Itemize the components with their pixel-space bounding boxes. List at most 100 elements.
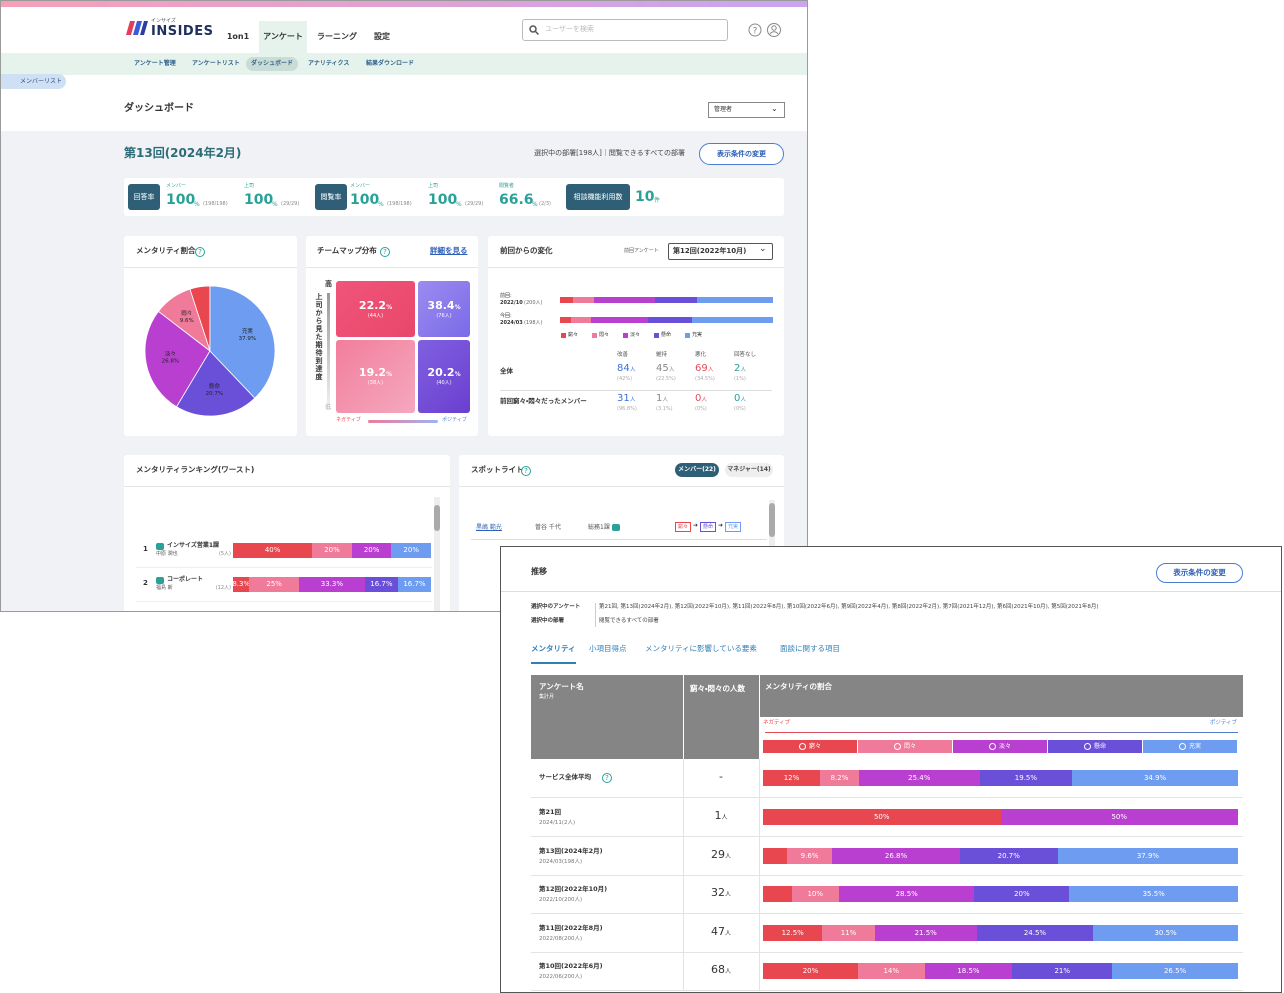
bar-segment: 20% <box>763 963 858 979</box>
subnav-item[interactable]: アンケートリスト <box>187 57 245 71</box>
trend-tab[interactable]: メンタリティに影響している要素 <box>645 644 757 653</box>
mentality-badge: 窮々 <box>675 522 691 532</box>
count-unit: 人 <box>724 853 731 860</box>
teammap-card: チームマップ分布? 詳細を見る高上司から見た期待到達度低 22.2% (44人) 38.… <box>306 236 478 436</box>
stat-unit: 件 <box>654 197 661 204</box>
help-icon[interactable]: ? <box>521 466 531 476</box>
subnav-item[interactable]: ダッシュボード <box>246 57 299 71</box>
mentality-badge: 懸命 <box>700 522 716 532</box>
pie-label: 充実 <box>242 327 254 335</box>
bar-label: 16.7% <box>403 580 426 588</box>
count-value: - <box>719 770 723 783</box>
legend-label: 淡々 <box>998 742 1011 750</box>
bar-segment <box>591 317 649 323</box>
col-line <box>683 675 684 759</box>
scope-text: 選択中の部署[198人]｜閲覧できるすべての部署 <box>534 149 685 157</box>
x-axis-bar <box>368 420 438 423</box>
spotlight-tab[interactable]: メンバー(22) <box>675 463 719 477</box>
bar-label: 25.4% <box>908 773 931 782</box>
bar-label: 14% <box>883 966 900 975</box>
help-icon[interactable]: ? <box>380 247 390 257</box>
cell-count: (40人) <box>436 380 452 386</box>
bar-segment: 50% <box>1000 809 1238 825</box>
help-icon[interactable]: ? <box>195 247 205 257</box>
teammap-cell: 38.4% (76人) <box>418 281 470 337</box>
bar-segment: 35.5% <box>1069 886 1238 902</box>
mentality-badge-label: 充実 <box>727 523 738 530</box>
nav-tab[interactable]: 設定 <box>369 21 395 53</box>
help-icon[interactable]: ? <box>602 773 612 783</box>
bar-label: 26.5% <box>1163 966 1187 975</box>
cell-value: 38.4 <box>427 298 455 312</box>
search-box[interactable]: ユーザーを検索 <box>522 19 728 41</box>
spotlight-tab-label: メンバー(22) <box>678 466 716 473</box>
bar-segment: 8.2% <box>820 770 859 786</box>
cell-pct: (1%) <box>734 376 746 382</box>
trend-tab[interactable]: メンタリティ <box>531 644 576 653</box>
legend-face <box>1083 743 1091 750</box>
subnav-item[interactable]: 結果ダウンロード <box>361 57 419 71</box>
count-value: 1 <box>714 809 722 822</box>
subnav-label: ダッシュボード <box>251 60 294 67</box>
nav-tab[interactable]: アンケート <box>259 21 307 53</box>
bar-label: 20% <box>324 546 340 554</box>
row-divider <box>531 875 1243 876</box>
bar-segment: 8.3% <box>233 577 250 592</box>
logo: INSIDES <box>151 24 214 39</box>
team-icon <box>612 524 620 531</box>
col-line <box>683 837 684 876</box>
stat-detail: (2/3) <box>539 201 551 207</box>
subnav-item[interactable]: アナリティクス <box>303 57 354 71</box>
table-header-right <box>759 675 1243 717</box>
stat-badge: 回答率 <box>128 184 160 210</box>
member-name[interactable]: 黒嶋 範光 <box>476 524 502 531</box>
bar-label: 25% <box>266 580 282 588</box>
bar-segment: 11% <box>822 925 875 941</box>
column-header: アンケート名 <box>539 682 584 691</box>
row-name: 第13回(2024年2月) <box>539 847 603 855</box>
stat-value: 66.6 <box>499 192 534 208</box>
cell-unit: 人 <box>740 397 747 403</box>
cell-count: 0 <box>734 393 741 404</box>
header-icons[interactable]: ? <box>747 22 783 38</box>
nav-tab[interactable]: 1on1 <box>227 21 249 53</box>
legend-label: 懸命 <box>661 332 672 338</box>
nav-tab[interactable]: ラーニング <box>313 21 361 53</box>
cell-count: 31 <box>617 393 630 404</box>
cell-value-row: 22.2% <box>359 300 392 311</box>
bar-segment: 25.4% <box>858 770 980 786</box>
scale-arrow <box>765 732 1238 733</box>
member-list-button[interactable]: メンバーリスト <box>1 74 66 89</box>
bar-segment: 28.5% <box>839 886 975 902</box>
subnav-item[interactable]: アンケート管理 <box>129 57 181 71</box>
column-header: 回答なし <box>734 352 757 358</box>
bar-label: 19.5% <box>1014 773 1038 782</box>
role-select[interactable]: 管理者 ⌄ <box>708 102 785 118</box>
rank-dept: コーポレート <box>167 576 204 583</box>
trend-tab[interactable]: 小項目得点 <box>589 644 627 653</box>
col-line <box>759 759 760 798</box>
bar-label: 10% <box>807 889 824 898</box>
cell-pct: (3.1%) <box>656 406 673 412</box>
prev-survey-select[interactable]: 第12回(2022年10月) ⌄ <box>668 243 773 260</box>
detail-link[interactable]: 詳細を見る <box>430 246 468 255</box>
bar-segment: 19.5% <box>979 770 1073 786</box>
condition-button[interactable]: 表示条件の変更 <box>1156 563 1243 583</box>
mentality-badge-label: 窮々 <box>677 523 688 530</box>
condition-button-label: 表示条件の変更 <box>1173 568 1226 578</box>
bar-label: 26.8% <box>884 851 908 860</box>
count-unit: 人 <box>724 930 731 937</box>
bar-segment <box>648 317 693 323</box>
pie-label: 悶々 <box>181 310 192 317</box>
bar-segment <box>572 297 595 303</box>
col-line <box>683 875 684 914</box>
condition-button[interactable]: 表示条件の変更 <box>699 143 784 165</box>
stat-value: 100 <box>428 192 458 208</box>
row-divider <box>531 836 1243 837</box>
spotlight-tab[interactable]: マネジャー(14) <box>725 463 773 477</box>
trend-tab[interactable]: 面談に関する項目 <box>780 644 840 653</box>
teammap-cell: 20.2% (40人) <box>418 340 470 413</box>
col-line <box>683 952 684 991</box>
scroll-thumb <box>769 503 775 537</box>
